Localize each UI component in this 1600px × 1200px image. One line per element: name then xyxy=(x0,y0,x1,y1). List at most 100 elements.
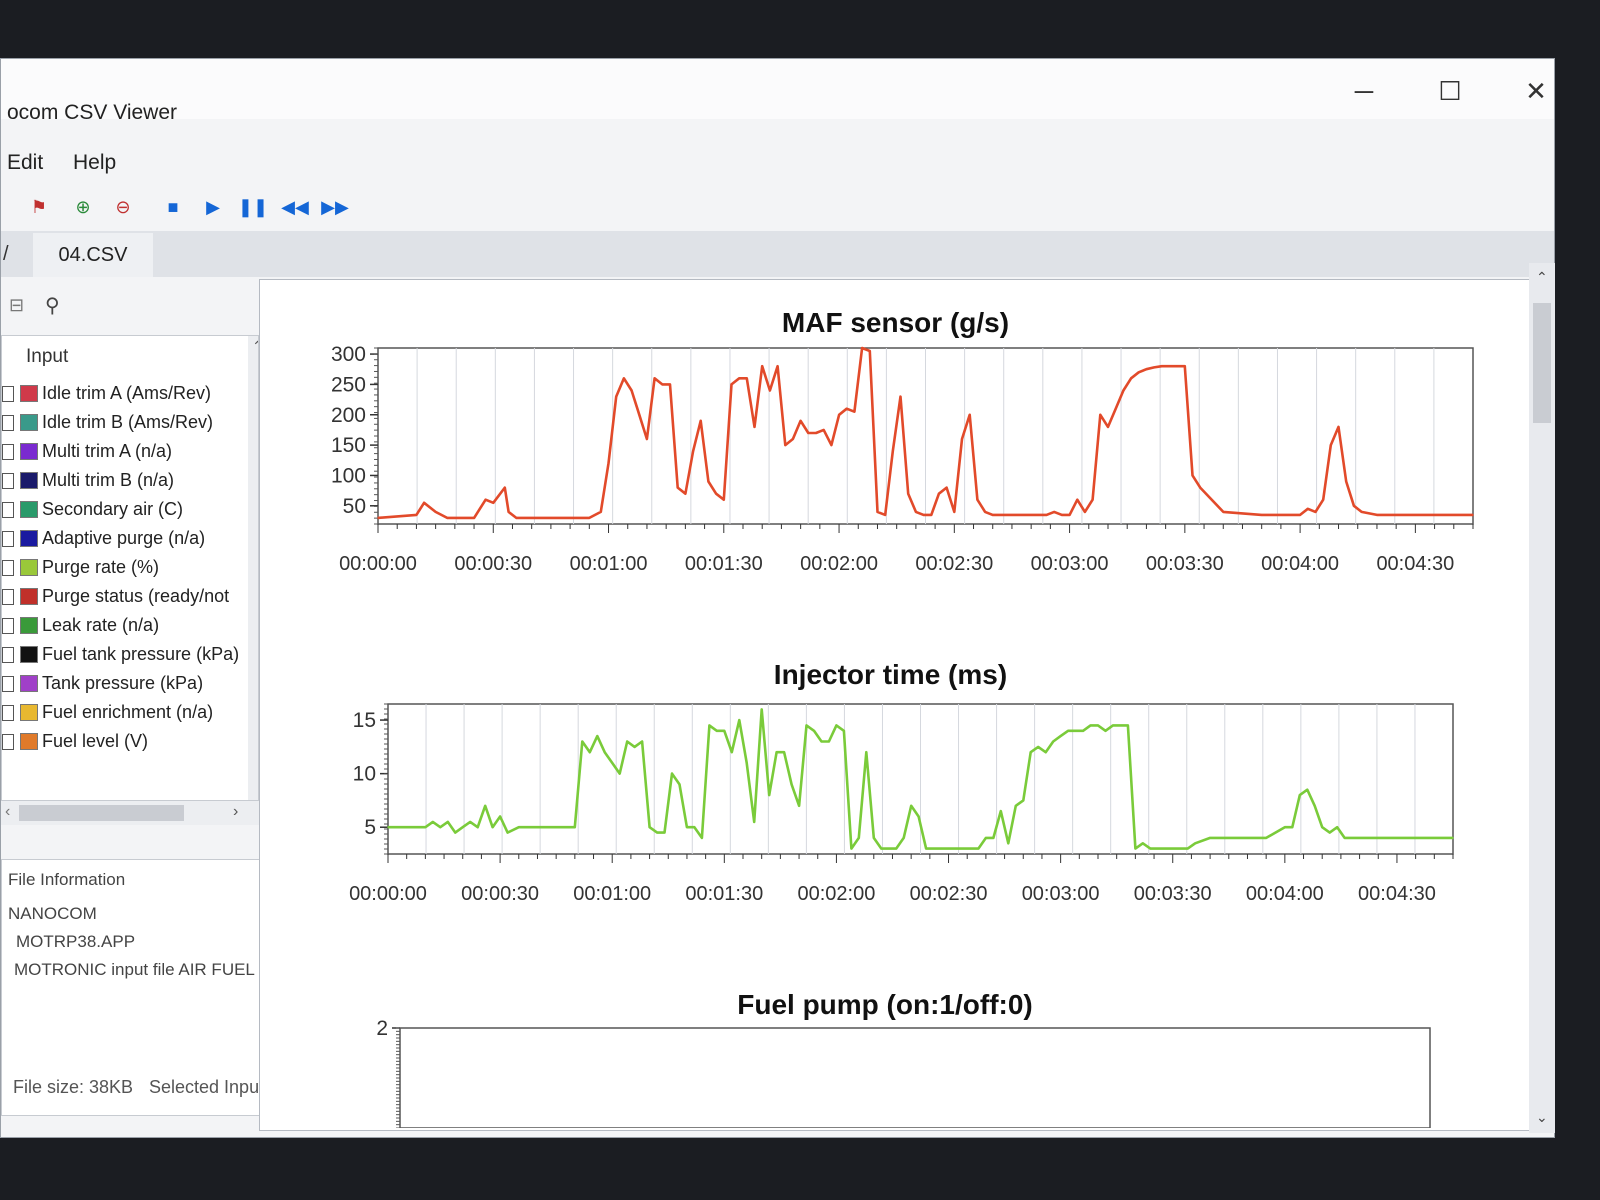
color-swatch[interactable] xyxy=(20,501,38,518)
input-row[interactable]: Fuel level (V) xyxy=(2,728,252,756)
tree-icon[interactable]: ⚲ xyxy=(45,295,60,317)
input-checkbox[interactable] xyxy=(2,618,14,634)
color-swatch[interactable] xyxy=(20,675,38,692)
input-checkbox[interactable] xyxy=(2,473,14,489)
chart-title: MAF sensor (g/s) xyxy=(782,307,1009,338)
input-checkbox[interactable] xyxy=(2,386,14,402)
color-swatch[interactable] xyxy=(20,704,38,721)
hscroll-thumb[interactable] xyxy=(19,805,184,821)
rewind-icon[interactable]: ◀◀ xyxy=(281,196,309,217)
data-point xyxy=(523,517,525,519)
y-tick-label: 200 xyxy=(331,404,366,427)
input-row[interactable]: Purge rate (%) xyxy=(2,554,252,582)
scroll-up-icon[interactable]: ⌃ xyxy=(252,338,258,355)
input-checkbox[interactable] xyxy=(2,705,14,721)
input-checkbox[interactable] xyxy=(2,560,14,576)
data-point xyxy=(992,837,995,839)
data-point xyxy=(603,751,606,753)
data-point xyxy=(953,511,956,513)
data-point xyxy=(476,826,479,828)
menu-edit[interactable]: Edit xyxy=(7,151,44,174)
color-swatch[interactable] xyxy=(20,559,38,576)
data-point xyxy=(589,751,591,753)
input-checkbox[interactable] xyxy=(2,589,14,605)
data-point xyxy=(907,492,909,495)
file-info-line: NANOCOM xyxy=(8,904,97,923)
y-tick-label: 5 xyxy=(364,816,376,839)
pause-icon[interactable]: ❚❚ xyxy=(237,196,269,217)
close-button[interactable]: ✕ xyxy=(1525,75,1547,106)
plot-scrollbar[interactable]: ⌃ ⌄ xyxy=(1529,263,1555,1133)
data-point xyxy=(1045,514,1048,516)
color-swatch[interactable] xyxy=(20,733,38,750)
scroll-left-icon[interactable]: ‹ xyxy=(5,803,11,820)
input-checkbox[interactable] xyxy=(2,444,14,460)
data-point xyxy=(1194,842,1196,845)
maximize-button[interactable]: ☐ xyxy=(1438,75,1462,106)
input-checkbox[interactable] xyxy=(2,415,14,431)
menu-help[interactable]: Help xyxy=(73,151,117,174)
data-point xyxy=(813,730,815,732)
data-point xyxy=(1149,847,1152,850)
data-point xyxy=(828,740,830,743)
color-swatch[interactable] xyxy=(20,530,38,547)
tab-fragment[interactable]: / xyxy=(3,243,9,265)
input-row[interactable]: Multi trim A (n/a) xyxy=(2,438,252,466)
data-point xyxy=(861,347,863,349)
input-checkbox[interactable] xyxy=(2,676,14,692)
play-icon[interactable]: ▶ xyxy=(206,196,220,217)
input-row[interactable]: Idle trim A (Ams/Rev) xyxy=(2,380,252,408)
data-point xyxy=(1299,794,1301,796)
input-row[interactable]: Tank pressure (kPa) xyxy=(2,670,252,698)
data-point xyxy=(1209,837,1211,839)
color-swatch[interactable] xyxy=(20,588,38,605)
minimize-button[interactable]: ─ xyxy=(1354,75,1374,106)
file-info-panel: File Information NANOCOM MOTRP38.APP MOT… xyxy=(1,859,299,1116)
input-list-hscrollbar[interactable]: ‹ › xyxy=(1,801,261,825)
data-point xyxy=(892,450,894,452)
tab-04-csv[interactable]: 04.CSV xyxy=(33,233,153,277)
stop-icon[interactable]: ■ xyxy=(167,196,179,217)
data-point xyxy=(1107,426,1109,428)
scroll-down-icon[interactable]: ⌄ xyxy=(1536,1109,1548,1125)
flag-icon[interactable]: ⚑ xyxy=(30,196,48,217)
fast-forward-icon[interactable]: ▶▶ xyxy=(321,196,349,217)
x-tick-label: 00:00:30 xyxy=(454,553,532,575)
input-row[interactable]: Fuel enrichment (n/a) xyxy=(2,699,252,727)
data-point xyxy=(1000,810,1002,812)
color-swatch[interactable] xyxy=(20,617,38,634)
data-point xyxy=(1351,837,1353,839)
color-swatch[interactable] xyxy=(20,646,38,663)
input-row[interactable]: Fuel tank pressure (kPa) xyxy=(2,641,252,669)
plot-scroll-thumb[interactable] xyxy=(1533,303,1551,423)
input-row[interactable]: Multi trim B (n/a) xyxy=(2,467,252,495)
scroll-up-icon[interactable]: ⌃ xyxy=(1536,269,1548,285)
input-row[interactable]: Secondary air (C) xyxy=(2,496,252,524)
input-checkbox[interactable] xyxy=(2,502,14,518)
color-swatch[interactable] xyxy=(20,472,38,489)
data-point xyxy=(1299,514,1301,516)
data-point xyxy=(768,794,770,796)
input-row[interactable]: Idle trim B (Ams/Rev) xyxy=(2,409,252,437)
data-point xyxy=(1161,365,1163,367)
data-point xyxy=(506,831,509,834)
zoom-out-icon[interactable]: ⊖ xyxy=(115,196,131,217)
color-swatch[interactable] xyxy=(20,443,38,460)
input-checkbox[interactable] xyxy=(2,734,14,750)
scroll-right-icon[interactable]: › xyxy=(233,803,239,820)
expand-icon[interactable]: ⊟ xyxy=(9,295,25,315)
input-row[interactable]: Leak rate (n/a) xyxy=(2,612,252,640)
input-checkbox[interactable] xyxy=(2,531,14,547)
input-row[interactable]: Adaptive purge (n/a) xyxy=(2,525,252,553)
data-point xyxy=(1307,508,1309,510)
data-point xyxy=(653,377,656,380)
input-row[interactable]: Purge status (ready/not xyxy=(2,583,252,611)
color-swatch[interactable] xyxy=(20,385,38,402)
zoom-in-icon[interactable]: ⊕ xyxy=(75,196,91,217)
data-point xyxy=(1007,842,1010,845)
input-list-scrollbar[interactable]: ⌃ xyxy=(248,336,258,800)
x-tick-label: 00:04:30 xyxy=(1358,883,1436,905)
color-swatch[interactable] xyxy=(20,414,38,431)
input-checkbox[interactable] xyxy=(2,647,14,663)
data-point xyxy=(484,805,486,807)
